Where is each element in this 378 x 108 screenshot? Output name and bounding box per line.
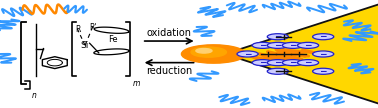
Text: −: −: [304, 58, 312, 67]
Circle shape: [237, 51, 258, 57]
Circle shape: [313, 34, 334, 40]
Circle shape: [297, 60, 319, 66]
Polygon shape: [225, 2, 378, 106]
Text: $n$: $n$: [31, 91, 37, 100]
Circle shape: [252, 42, 273, 48]
Circle shape: [297, 42, 319, 48]
Text: oxidation: oxidation: [147, 28, 192, 38]
Text: $m$: $m$: [132, 79, 141, 88]
Circle shape: [267, 60, 288, 66]
Text: −: −: [319, 67, 327, 76]
Circle shape: [267, 34, 288, 40]
Circle shape: [252, 60, 273, 66]
Text: Si: Si: [81, 41, 89, 50]
Circle shape: [313, 68, 334, 74]
Circle shape: [181, 45, 246, 63]
Circle shape: [282, 60, 304, 66]
Circle shape: [313, 51, 334, 57]
Text: R': R': [89, 22, 96, 32]
Text: −: −: [304, 41, 312, 50]
Text: −: −: [274, 41, 282, 50]
Text: −: −: [274, 67, 282, 76]
Text: −: −: [289, 41, 297, 50]
Circle shape: [267, 68, 288, 74]
Text: −: −: [274, 32, 282, 41]
Text: −: −: [259, 58, 266, 67]
Text: −: −: [319, 50, 327, 59]
Circle shape: [282, 42, 304, 48]
Text: Fe: Fe: [108, 35, 118, 44]
Text: −: −: [259, 41, 266, 50]
Text: R: R: [75, 25, 80, 34]
Text: −: −: [319, 32, 327, 41]
Text: −: −: [274, 58, 282, 67]
Text: −: −: [289, 58, 297, 67]
Text: reduction: reduction: [146, 66, 192, 76]
Circle shape: [191, 47, 226, 57]
Text: −: −: [244, 50, 251, 59]
Circle shape: [267, 42, 288, 48]
Circle shape: [196, 48, 212, 53]
